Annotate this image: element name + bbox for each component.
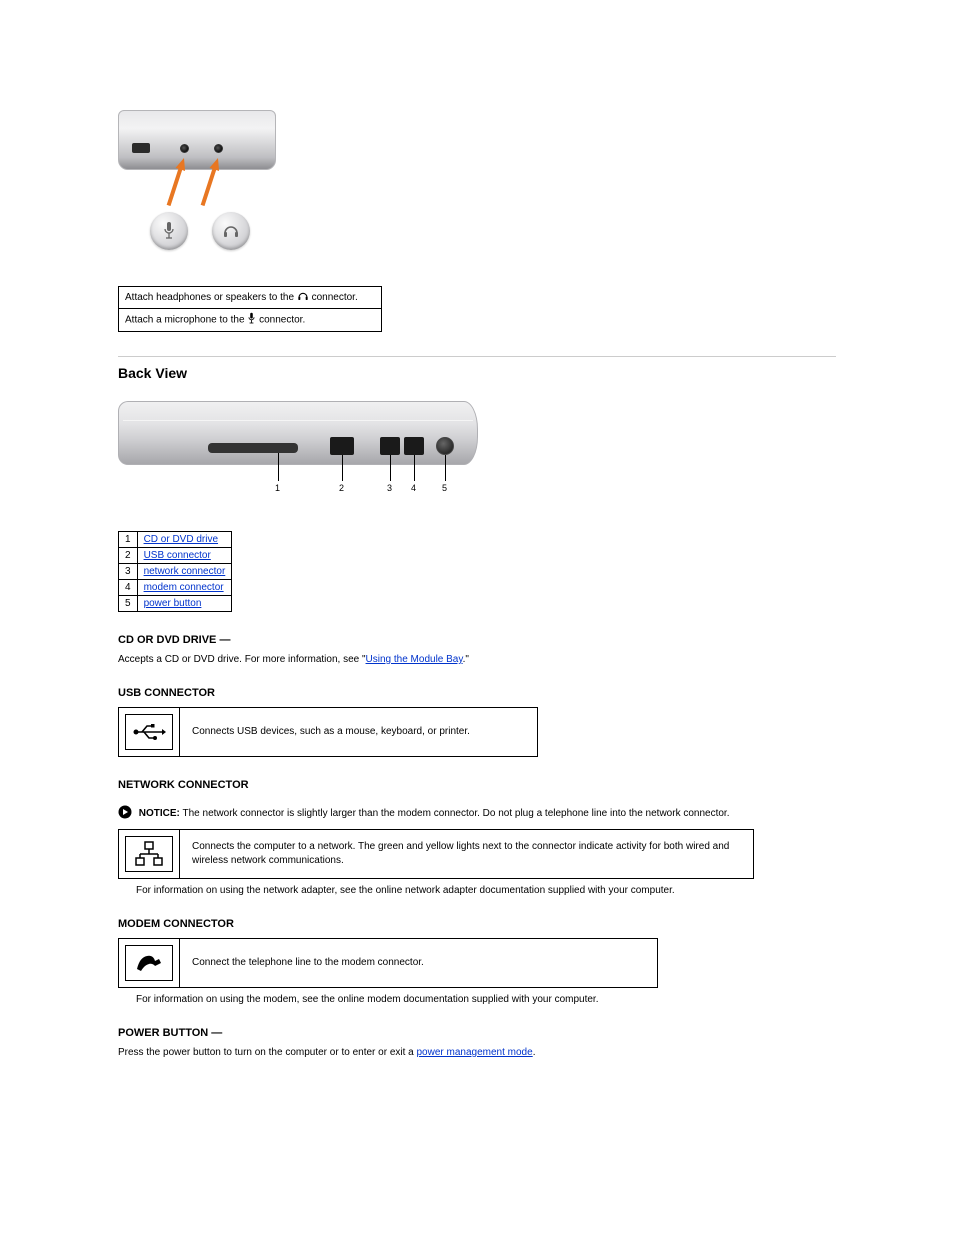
- back-view-table: 1CD or DVD drive 2USB connector 3network…: [118, 531, 232, 612]
- table-row: Attach a microphone to the connector.: [119, 309, 382, 332]
- divider: [118, 356, 836, 357]
- modem-after: For information on using the modem, see …: [136, 994, 836, 1005]
- cd-drive-description: Accepts a CD or DVD drive. For more info…: [118, 654, 836, 665]
- modem-icon: [125, 945, 173, 981]
- microphone-icon: [247, 312, 256, 328]
- network-notice: NOTICE: The network connector is slightl…: [118, 805, 836, 819]
- link-cd-drive[interactable]: CD or DVD drive: [144, 534, 218, 545]
- callout-5: 5: [442, 483, 447, 493]
- table-row: 3network connector: [119, 564, 232, 580]
- link-usb[interactable]: USB connector: [144, 550, 211, 561]
- power-description: Press the power button to turn on the co…: [118, 1047, 836, 1058]
- microphone-icon: [150, 212, 188, 250]
- network-box: Connects the computer to a network. The …: [118, 829, 754, 879]
- audio-connector-table: Attach headphones or speakers to the con…: [118, 286, 382, 332]
- headphone-desc-after: connector.: [312, 292, 358, 303]
- mic-desc-before: Attach a microphone to the: [125, 315, 247, 326]
- link-power-mode[interactable]: power management mode: [417, 1047, 533, 1058]
- network-after: For information on using the network ada…: [136, 885, 836, 896]
- power-heading: POWER BUTTON —: [118, 1027, 836, 1039]
- network-heading: NETWORK CONNECTOR: [118, 779, 836, 791]
- notice-icon: [118, 805, 132, 819]
- callout-4: 4: [411, 483, 416, 493]
- link-network[interactable]: network connector: [144, 566, 226, 577]
- table-row: 2USB connector: [119, 548, 232, 564]
- network-icon: [125, 836, 173, 872]
- modem-box: Connect the telephone line to the modem …: [118, 938, 658, 988]
- cd-drive-heading: CD OR DVD DRIVE —: [118, 634, 836, 646]
- usb-icon: [125, 714, 173, 750]
- headphones-icon: [212, 212, 250, 250]
- back-view-illustration: 1 2 3 4 5: [118, 401, 478, 509]
- mic-desc-after: connector.: [259, 315, 305, 326]
- table-row: 1CD or DVD drive: [119, 532, 232, 548]
- table-row: 5power button: [119, 596, 232, 612]
- link-power[interactable]: power button: [144, 598, 202, 609]
- callout-2: 2: [339, 483, 344, 493]
- usb-text: Connects USB devices, such as a mouse, k…: [180, 708, 538, 757]
- front-audio-illustration: [118, 110, 836, 268]
- callout-1: 1: [275, 483, 280, 493]
- headphones-icon: [297, 290, 309, 305]
- headphone-desc-before: Attach headphones or speakers to the: [125, 292, 297, 303]
- usb-heading: USB CONNECTOR: [118, 687, 836, 699]
- table-row: Attach headphones or speakers to the con…: [119, 287, 382, 309]
- back-view-heading: Back View: [118, 365, 836, 381]
- callout-3: 3: [387, 483, 392, 493]
- link-modem[interactable]: modem connector: [144, 582, 224, 593]
- link-module-bay[interactable]: Using the Module Bay: [366, 654, 463, 665]
- usb-box: Connects USB devices, such as a mouse, k…: [118, 707, 538, 757]
- modem-text: Connect the telephone line to the modem …: [180, 939, 658, 988]
- modem-heading: MODEM CONNECTOR: [118, 918, 836, 930]
- table-row: 4modem connector: [119, 580, 232, 596]
- network-text: Connects the computer to a network. The …: [180, 830, 754, 879]
